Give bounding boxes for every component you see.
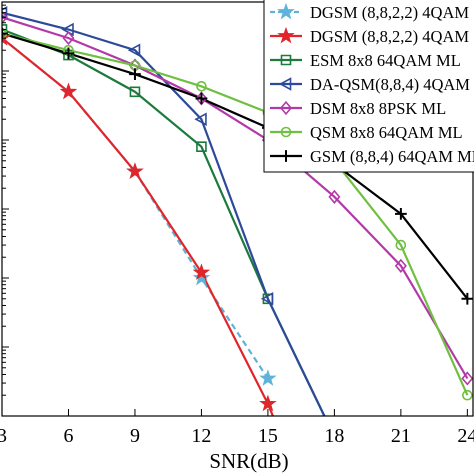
series-6-point-8 bbox=[462, 389, 473, 401]
series-4-point-3 bbox=[127, 43, 141, 57]
legend-swatch-marker bbox=[280, 126, 292, 138]
series-line-2 bbox=[2, 37, 275, 416]
series-4-point-5 bbox=[260, 292, 274, 306]
plot-lines bbox=[2, 11, 469, 416]
legend-swatch-marker bbox=[278, 77, 292, 91]
legend-entry-3: ESM 8x8 64QAM ML bbox=[310, 51, 461, 70]
series-5-point-6 bbox=[328, 189, 341, 204]
series-4-point-4 bbox=[194, 112, 207, 126]
series-3-point-2 bbox=[63, 49, 74, 61]
x-tick-label: 12 bbox=[191, 425, 211, 447]
series-line-6 bbox=[2, 32, 469, 396]
legend-entry-7: GSM (8,8,4) 64QAM ML bbox=[310, 147, 474, 166]
series-2-point-4 bbox=[192, 263, 211, 280]
legend-entry-5: DSM 8x8 8PSK ML bbox=[310, 99, 446, 118]
legend-swatch-marker bbox=[280, 150, 292, 162]
axes: 3 6 9 12 15 18 21 24 bbox=[0, 1, 474, 447]
x-tick-label: 24 bbox=[457, 425, 474, 447]
series-2-point-3 bbox=[126, 162, 144, 179]
series-5-point-4 bbox=[195, 91, 208, 106]
legend-entry-2: DGSM (8,8,2,2) 4QAM bbox=[310, 27, 469, 46]
x-tick-label: 18 bbox=[324, 425, 344, 447]
legend-swatch-marker bbox=[280, 100, 292, 116]
series-1-point-5 bbox=[259, 369, 277, 386]
series-7-point-2 bbox=[62, 47, 75, 60]
series-7-point-4 bbox=[195, 92, 208, 105]
x-axis-label: SNR(dB) bbox=[209, 449, 288, 473]
series-7-point-1 bbox=[2, 27, 8, 40]
series-6-point-7 bbox=[395, 239, 407, 251]
series-3-point-3 bbox=[129, 86, 141, 98]
series-5-point-8 bbox=[461, 371, 474, 386]
series-4-point-1 bbox=[2, 5, 8, 20]
legend-entry-1: DGSM (8,8,2,2) 4QAM bbox=[310, 3, 469, 22]
series-7-point-8 bbox=[461, 292, 474, 305]
series-line-4 bbox=[2, 11, 326, 416]
legend-swatch-marker bbox=[280, 54, 292, 66]
series-line-5 bbox=[2, 16, 469, 380]
x-tick-label: 21 bbox=[391, 425, 411, 447]
series-line-1 bbox=[2, 37, 269, 380]
x-tick-label: 15 bbox=[258, 425, 278, 447]
series-6-point-4 bbox=[196, 81, 207, 92]
legend-entry-6: QSM 8x8 64QAM ML bbox=[310, 123, 463, 142]
legend-entry-4: DA-QSM(8,8,4) 4QAM bbox=[310, 75, 470, 94]
series-5-point-1 bbox=[2, 10, 8, 25]
series-5-point-7 bbox=[394, 258, 407, 273]
x-tick-label: 6 bbox=[63, 425, 73, 447]
x-tick-label: 3 bbox=[0, 425, 7, 447]
series-2-point-2 bbox=[59, 82, 78, 100]
series-line-7 bbox=[2, 32, 469, 300]
legend-swatch-marker bbox=[277, 2, 295, 20]
series-5-point-2 bbox=[62, 30, 75, 46]
plot-markers bbox=[2, 5, 474, 412]
series-7-point-7 bbox=[395, 208, 407, 220]
x-tick-label: 9 bbox=[130, 425, 140, 447]
series-1-point-4 bbox=[192, 268, 211, 286]
series-3-point-4 bbox=[196, 141, 207, 152]
series-2-point-5 bbox=[259, 394, 277, 412]
legend: DGSM (8,8,2,2) 4QAM DGSM (8,8,2,2) 4QAM ES… bbox=[263, 0, 474, 173]
legend-box bbox=[263, 0, 474, 173]
series-7-point-3 bbox=[129, 68, 141, 81]
legend-swatch-marker bbox=[277, 26, 295, 44]
